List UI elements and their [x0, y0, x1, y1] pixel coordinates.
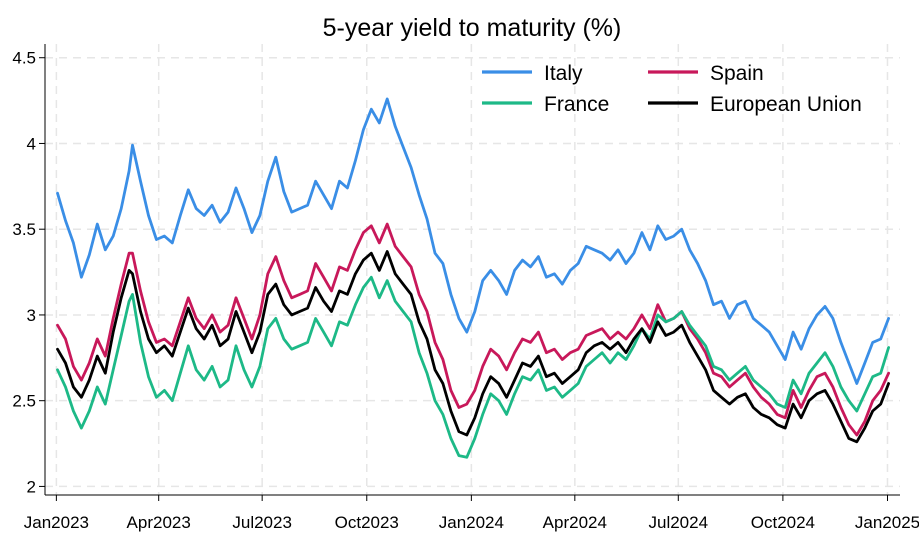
x-tick-label: Jan2023	[24, 513, 89, 532]
x-tick-label: Oct2024	[751, 513, 815, 532]
legend-label-european-union: European Union	[710, 93, 862, 116]
x-tick-label: Jul2024	[649, 513, 709, 532]
series	[56, 97, 890, 459]
x-tick-label: Jul2023	[232, 513, 292, 532]
x-tick-label: Jan2024	[439, 513, 504, 532]
x-tick-label: Apr2024	[543, 513, 607, 532]
x-tick-label: Apr2023	[127, 513, 191, 532]
x-tick-label: Oct2023	[335, 513, 399, 532]
y-tick-label: 2	[27, 477, 36, 496]
y-tick-label: 4.5	[12, 49, 36, 68]
tick-labels: 2 2.5 3 3.5 4 4.5 Jan2023 Apr2023 Jul2023 Oct2023…	[12, 49, 919, 532]
series-line-spain	[56, 222, 890, 437]
grid	[45, 44, 900, 495]
legend-label-italy: Italy	[544, 62, 583, 85]
y-tick-label: 2.5	[12, 392, 36, 411]
legend: Italy Spain France European Union	[482, 62, 862, 116]
legend-label-spain: Spain	[710, 62, 764, 85]
legend-label-france: France	[544, 93, 609, 116]
x-tick-label: Jan2025	[855, 513, 919, 532]
axes	[44, 44, 900, 496]
series-line-european-union	[56, 250, 890, 444]
y-tick-label: 4	[27, 134, 36, 153]
series-line-france	[56, 275, 890, 459]
y-tick-label: 3	[27, 306, 36, 325]
series-line-italy	[56, 97, 890, 385]
y-tick-label: 3.5	[12, 220, 36, 239]
chart-title: 5-year yield to maturity (%)	[323, 14, 622, 42]
